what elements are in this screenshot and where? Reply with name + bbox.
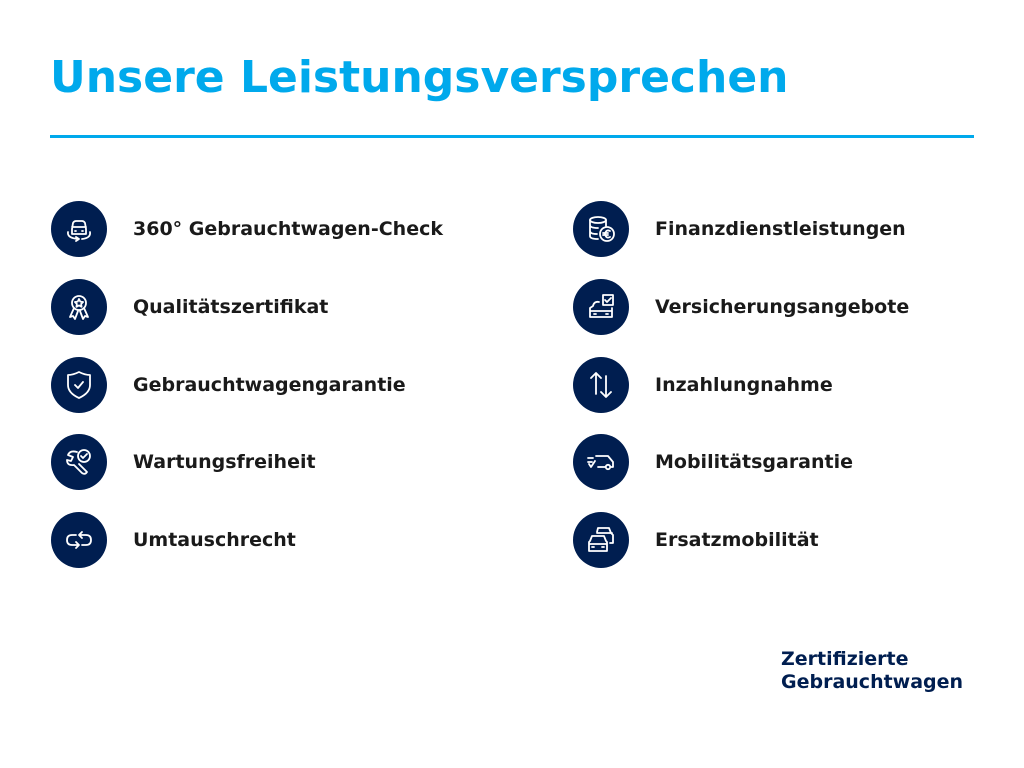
page-title: Unsere Leistungsversprechen — [50, 52, 789, 103]
up-down-arrows-icon — [573, 357, 629, 413]
service-item-tradein: Inzahlungnahme — [573, 357, 833, 413]
service-label: Qualitätszertifikat — [133, 296, 329, 318]
service-item-certificate: Qualitätszertifikat — [51, 279, 328, 335]
wrench-check-icon — [51, 434, 107, 490]
brand-label-line2: Gebrauchtwagen — [781, 671, 964, 693]
two-cars-icon — [573, 512, 629, 568]
award-ribbon-icon — [51, 279, 107, 335]
service-label: Inzahlungnahme — [655, 374, 833, 396]
service-label: Gebrauchtwagengarantie — [133, 374, 406, 396]
shield-check-icon — [51, 357, 107, 413]
service-label: Wartungsfreiheit — [133, 451, 316, 473]
service-item-maintenance: Wartungsfreiheit — [51, 434, 316, 490]
service-label: 360° Gebrauchtwagen-Check — [133, 218, 443, 240]
service-item-insurance: Versicherungsangebote — [573, 279, 909, 335]
service-item-finance: Finanzdienstleistungen — [573, 201, 906, 257]
van-check-icon — [573, 434, 629, 490]
service-label: Versicherungsangebote — [655, 296, 910, 318]
service-item-warranty: Gebrauchtwagengarantie — [51, 357, 406, 413]
service-item-check: 360° Gebrauchtwagen-Check — [51, 201, 443, 257]
coins-euro-icon — [573, 201, 629, 257]
brand-label-line1: Zertifizierte — [781, 648, 909, 670]
exchange-arrows-icon — [51, 512, 107, 568]
car-rotate-icon — [51, 201, 107, 257]
service-item-mobility: Mobilitätsgarantie — [573, 434, 853, 490]
service-label: Ersatzmobilität — [655, 529, 819, 551]
car-document-check-icon — [573, 279, 629, 335]
service-item-replacement: Ersatzmobilität — [573, 512, 819, 568]
service-label: Finanzdienstleistungen — [655, 218, 906, 240]
service-label: Umtauschrecht — [133, 529, 296, 551]
brand-label: Zertifizierte Gebrauchtwagen — [781, 648, 963, 694]
service-item-exchange: Umtauschrecht — [51, 512, 296, 568]
title-divider — [50, 135, 974, 138]
service-label: Mobilitätsgarantie — [655, 451, 854, 473]
